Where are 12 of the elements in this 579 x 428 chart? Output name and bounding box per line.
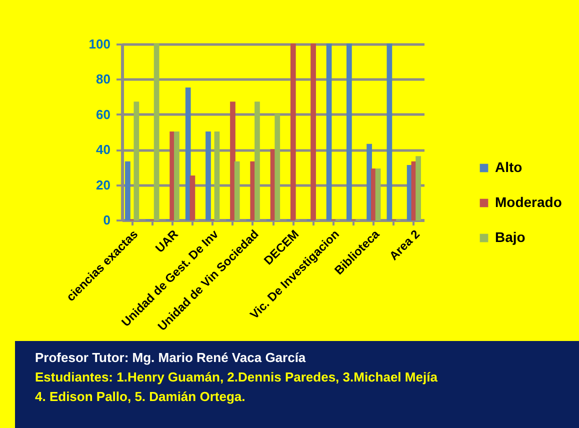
text: Estudiantes: 1.Henry Guamán, 2.Dennis Paredes, 3.Michael Mejía [35,370,438,384]
text: Profesor Tutor: Mg. Mario René Vaca García [35,350,306,365]
text: 4. Edison Pallo, 5. Damián Ortega. [35,389,246,404]
y-tick-label: 40 [96,142,110,158]
y-tick-label: 100 [88,36,110,52]
y-tick-label: 60 [96,106,110,122]
legend-label: Alto [495,159,522,175]
legend-label: Bajo [495,229,526,245]
y-tick-label: 80 [96,72,110,87]
y-tick-label: 0 [103,212,110,228]
y-tick-label: 20 [96,177,110,192]
legend-label: Moderado [495,194,562,210]
